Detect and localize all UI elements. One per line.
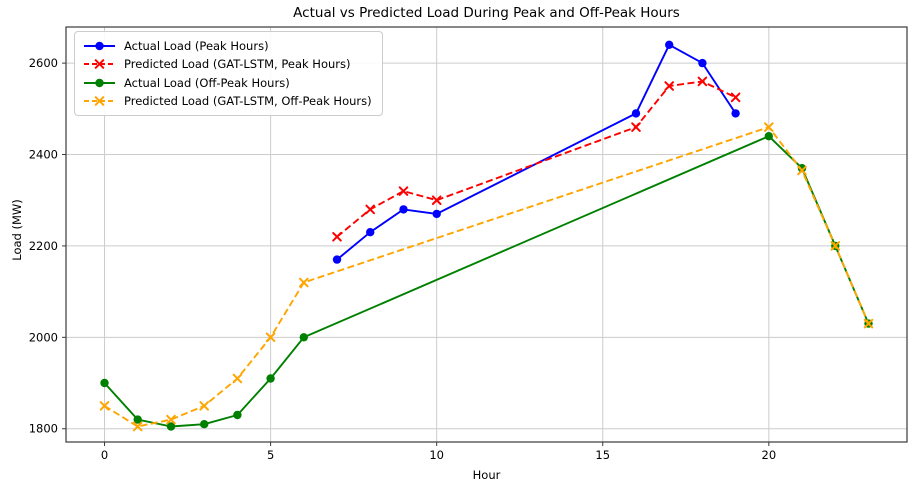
data-point-x-marker — [365, 204, 375, 215]
data-point-x-marker — [398, 186, 409, 196]
legend-line-sample — [84, 78, 115, 87]
y-tick-label: 2000 — [29, 330, 58, 344]
legend-label: Predicted Load (GAT-LSTM, Off-Peak Hours… — [124, 94, 372, 109]
legend-line-sample — [84, 96, 115, 107]
y-tick-label: 2200 — [29, 239, 58, 253]
legend-line-sample — [84, 59, 115, 70]
data-point-circle-marker — [266, 374, 275, 383]
x-tick-label: 10 — [429, 448, 444, 462]
data-point-circle-marker — [764, 132, 773, 141]
data-point-x-marker — [132, 421, 143, 432]
data-point-x-marker — [332, 232, 342, 242]
data-point-x-marker — [265, 332, 276, 343]
data-point-circle-marker — [432, 209, 441, 219]
y-tick-label: 2600 — [29, 56, 58, 70]
data-point-x-marker — [830, 241, 841, 251]
legend-x-marker-icon — [94, 59, 105, 70]
data-point-x-marker — [697, 76, 708, 87]
x-tick-label: 20 — [762, 448, 777, 462]
series-line-1 — [336, 43, 737, 261]
legend-line-sample — [84, 41, 115, 50]
data-point-x-marker — [166, 414, 176, 425]
data-point-x-marker — [664, 81, 674, 91]
data-point-circle-marker — [233, 410, 242, 420]
legend-label: Predicted Load (GAT-LSTM, Peak Hours) — [124, 57, 351, 72]
data-point-x-marker — [199, 401, 209, 411]
data-point-circle-marker — [366, 228, 375, 237]
legend-item-3: Actual Load (Off-Peak Hours) — [83, 74, 372, 92]
y-tick-label: 2400 — [29, 148, 58, 162]
legend: Actual Load (Peak Hours) Predicted Load (… — [74, 31, 383, 116]
chart-title: Actual vs Predicted Load During Peak and… — [293, 5, 680, 21]
x-tick-label: 15 — [595, 448, 610, 462]
data-point-circle-marker — [299, 333, 308, 342]
legend-label: Actual Load (Off-Peak Hours) — [124, 75, 290, 90]
data-point-circle-marker — [731, 109, 740, 118]
data-point-circle-marker — [133, 415, 142, 424]
legend-circle-marker-icon — [95, 78, 104, 87]
series-line-4 — [103, 126, 870, 428]
data-point-x-marker — [431, 195, 442, 205]
data-point-x-marker — [631, 122, 641, 132]
series-line-2 — [336, 80, 737, 238]
data-point-circle-marker — [100, 378, 109, 388]
legend-x-marker-icon — [94, 96, 105, 107]
series-line-3 — [103, 135, 870, 428]
data-point-x-marker — [299, 277, 309, 288]
data-point-x-marker — [730, 92, 741, 103]
data-point-circle-marker — [200, 420, 209, 429]
data-point-circle-marker — [698, 58, 707, 68]
data-point-x-marker — [232, 373, 243, 384]
y-tick-label: 1800 — [29, 422, 58, 436]
data-point-circle-marker — [399, 205, 408, 214]
legend-item-4: Predicted Load (GAT-LSTM, Off-Peak Hours… — [83, 93, 372, 111]
data-point-circle-marker — [166, 422, 176, 431]
legend-item-1: Actual Load (Peak Hours) — [83, 37, 372, 55]
x-tick-label: 5 — [267, 448, 274, 462]
x-axis-label: Hour — [472, 468, 501, 482]
data-point-x-marker — [99, 401, 110, 411]
data-point-circle-marker — [797, 164, 807, 173]
data-point-x-marker — [863, 318, 874, 329]
data-point-x-marker — [764, 122, 774, 132]
plot-border — [65, 26, 908, 443]
x-tick-label: 0 — [101, 448, 108, 462]
legend-circle-marker-icon — [95, 41, 104, 50]
data-point-circle-marker — [665, 40, 674, 49]
legend-label: Actual Load (Peak Hours) — [124, 38, 269, 53]
data-point-circle-marker — [332, 255, 342, 264]
data-point-x-marker — [797, 165, 807, 176]
data-point-circle-marker — [631, 109, 641, 118]
legend-item-2: Predicted Load (GAT-LSTM, Peak Hours) — [83, 56, 372, 74]
